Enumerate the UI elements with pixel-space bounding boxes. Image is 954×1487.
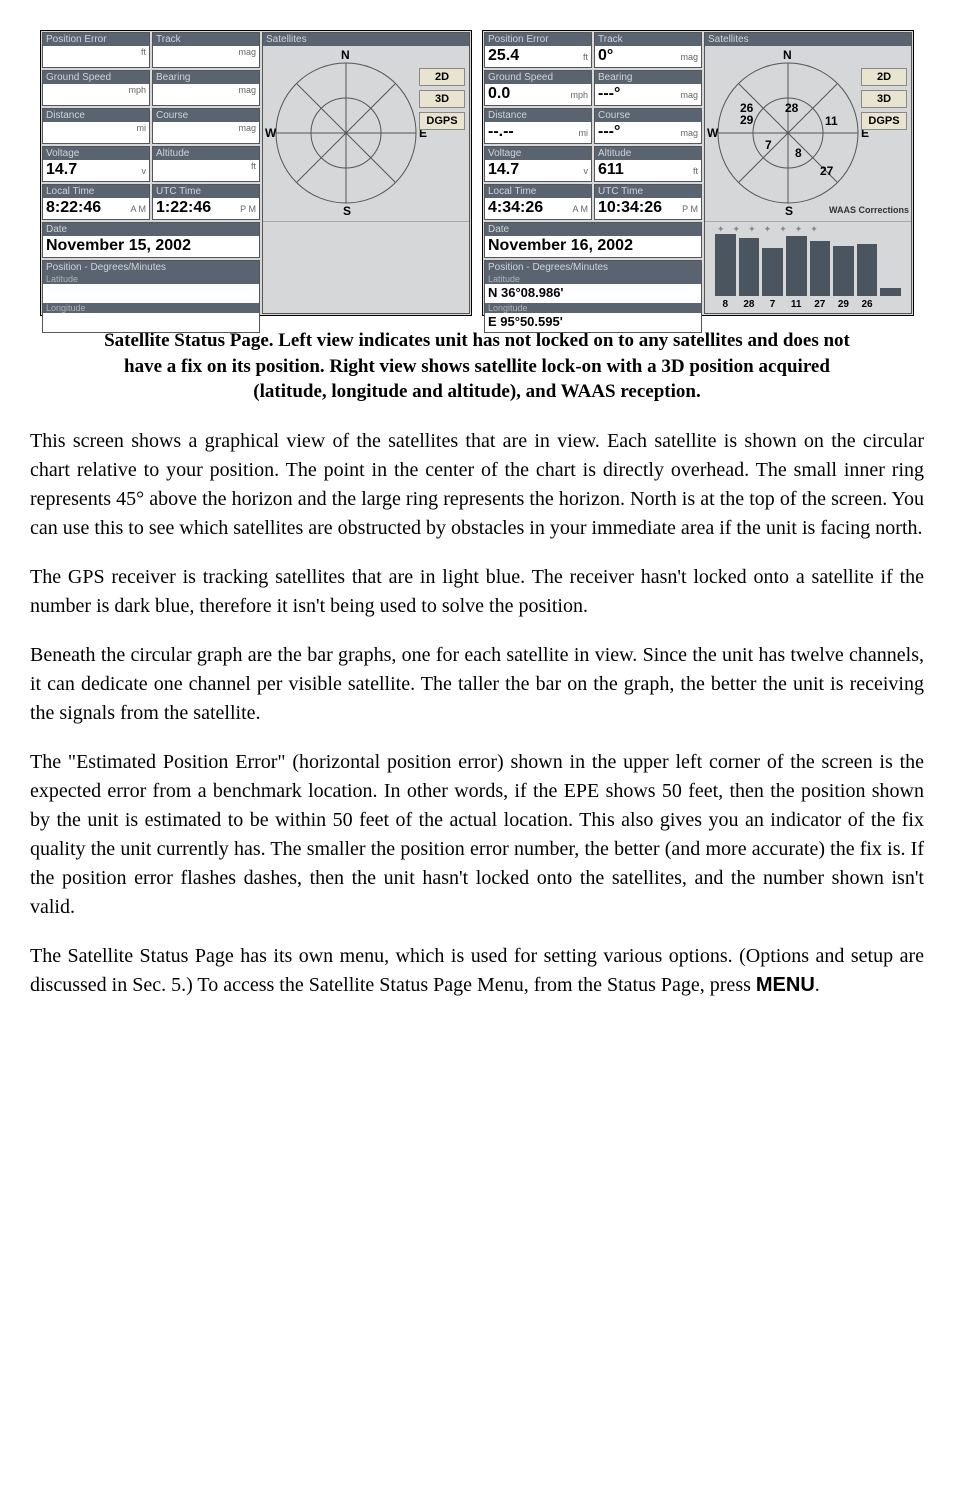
compass-w: W [707, 126, 718, 140]
compass-s: S [343, 204, 351, 218]
utc-time-box: UTC Time 10:34:26P M [594, 184, 702, 220]
compass-rings-icon [713, 51, 863, 216]
local-time-box: Local Time 4:34:26A M [484, 184, 592, 220]
signal-bar [857, 244, 878, 296]
compass-rings-icon [271, 51, 421, 216]
signal-bar-label: 28 [739, 299, 760, 310]
course-box: Course mag [152, 108, 260, 144]
ground-speed-box: Ground Speed 0.0mph [484, 70, 592, 106]
signal-bars [263, 221, 469, 312]
bearing-box: Bearing mag [152, 70, 260, 106]
voltage-box: Voltage 14.7v [42, 146, 150, 182]
sky-chart: N S W E 2D 3D DGPS WAAS Corrections 2629… [705, 46, 911, 221]
gps-screen-right: Position Error 25.4ft Track 0°mag Ground… [482, 30, 914, 316]
signal-bar-label: 27 [810, 299, 831, 310]
satellites-panel: Satellites N S W E 2D 3D DGPS [704, 32, 912, 314]
status-3d: 3D [419, 90, 465, 108]
paragraph-4: The "Estimated Position Error" (horizont… [30, 748, 924, 922]
waas-label: WAAS Corrections [829, 206, 909, 216]
compass-w: W [265, 126, 276, 140]
satellites-panel: Satellites N S W E 2D 3D DGPS [262, 32, 470, 314]
compass-n: N [783, 48, 792, 62]
status-2d: 2D [419, 68, 465, 86]
figure-caption: Satellite Status Page. Left view indicat… [90, 328, 864, 405]
position-error-box: Position Error ft [42, 32, 150, 68]
signal-bar-label: 7 [762, 299, 783, 310]
course-box: Course ---°mag [594, 108, 702, 144]
signal-bar-label: 26 [857, 299, 878, 310]
signal-bar-label: 11 [786, 299, 807, 310]
signal-bar [880, 288, 901, 296]
satellite-number: 28 [785, 101, 798, 115]
signal-bar-label: 29 [833, 299, 854, 310]
altitude-box: Altitude ft [152, 146, 260, 182]
signal-bar-label [880, 299, 901, 310]
position-error-box: Position Error 25.4ft [484, 32, 592, 68]
satellite-number: 8 [795, 146, 802, 160]
satellite-number: 27 [820, 164, 833, 178]
bearing-box: Bearing ---°mag [594, 70, 702, 106]
gps-screen-left: Position Error ft Track mag Ground Speed… [40, 30, 472, 316]
date-box: Date November 15, 2002 [42, 222, 260, 258]
status-3d: 3D [861, 90, 907, 108]
signal-bar [715, 234, 736, 296]
ground-speed-box: Ground Speed mph [42, 70, 150, 106]
signal-bar-label: 8 [715, 299, 736, 310]
status-2d: 2D [861, 68, 907, 86]
paragraph-5: The Satellite Status Page has its own me… [30, 942, 924, 1000]
voltage-box: Voltage 14.7v [484, 146, 592, 182]
paragraph-3: Beneath the circular graph are the bar g… [30, 641, 924, 728]
paragraph-1: This screen shows a graphical view of th… [30, 427, 924, 543]
status-dgps: DGPS [861, 112, 907, 130]
distance-box: Distance --.--mi [484, 108, 592, 144]
signal-bar [739, 238, 760, 296]
satellite-number: 29 [740, 113, 753, 127]
signal-bars: ✦✦✦✦✦✦✦ 828711272926 [705, 221, 911, 312]
altitude-box: Altitude 611ft [594, 146, 702, 182]
signal-bar [810, 241, 831, 296]
position-box: Position - Degrees/Minutes Latitude Long… [42, 260, 260, 333]
compass-n: N [341, 48, 350, 62]
satellite-number: 7 [765, 138, 772, 152]
local-time-box: Local Time 8:22:46A M [42, 184, 150, 220]
satellite-number: 11 [825, 114, 838, 128]
status-dgps: DGPS [419, 112, 465, 130]
signal-bar [833, 246, 854, 296]
utc-time-box: UTC Time 1:22:46P M [152, 184, 260, 220]
track-box: Track 0°mag [594, 32, 702, 68]
position-box: Position - Degrees/Minutes Latitude N 36… [484, 260, 702, 333]
signal-bar [762, 248, 783, 296]
signal-bar [786, 236, 807, 296]
compass-s: S [785, 204, 793, 218]
paragraph-2: The GPS receiver is tracking satellites … [30, 563, 924, 621]
track-box: Track mag [152, 32, 260, 68]
gps-screenshots: Position Error ft Track mag Ground Speed… [30, 30, 924, 316]
date-box: Date November 16, 2002 [484, 222, 702, 258]
sky-chart: N S W E 2D 3D DGPS [263, 46, 469, 221]
distance-box: Distance mi [42, 108, 150, 144]
menu-key: MENU [756, 974, 815, 996]
